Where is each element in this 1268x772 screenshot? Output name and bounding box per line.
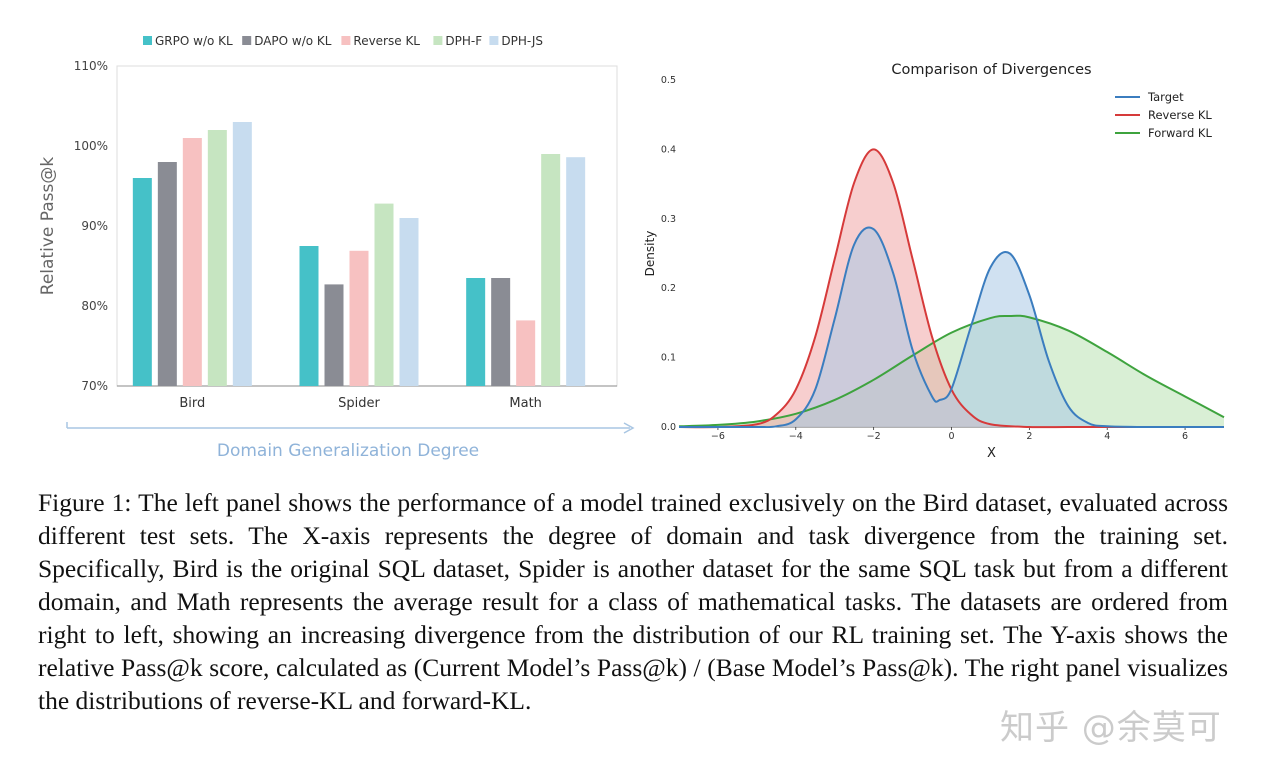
bar [349, 250, 369, 386]
legend-label: DPH-F [445, 34, 482, 48]
bar [374, 203, 394, 386]
bar [541, 154, 561, 386]
x-tick-label: Spider [338, 396, 380, 411]
legend-label: DPH-JS [501, 34, 543, 48]
bar [466, 278, 486, 386]
series-fill-area [679, 149, 1224, 428]
x-tick-label: Math [509, 396, 542, 411]
series-fill-area [679, 315, 1224, 427]
legend-label: DAPO w/o KL [254, 34, 332, 48]
legend-label: Forward KL [1148, 126, 1212, 140]
y-tick-label: 80% [81, 299, 108, 313]
legend-label: GRPO w/o KL [155, 34, 233, 48]
x-axis-label: X [987, 446, 996, 461]
bar [207, 130, 227, 386]
bar [324, 284, 344, 386]
x-tick-label: Bird [179, 396, 205, 411]
y-tick-label: 70% [81, 379, 108, 393]
x-tick-label: 4 [1104, 431, 1110, 442]
legend-swatch [143, 36, 152, 45]
x-tick-label: −2 [867, 431, 881, 442]
bar [299, 246, 319, 386]
y-tick-label: 0.4 [661, 144, 676, 155]
legend-label: Reverse KL [353, 34, 420, 48]
x-tick-label: 6 [1182, 431, 1188, 442]
x-tick-label: 0 [948, 431, 954, 442]
bar [491, 278, 511, 386]
bar [182, 138, 202, 386]
chart-title: Comparison of Divergences [891, 62, 1091, 78]
figure-caption: Figure 1: The left panel shows the perfo… [38, 488, 1228, 715]
legend-swatch [489, 36, 499, 45]
y-tick-label: 0.2 [661, 283, 676, 294]
bar [566, 157, 586, 386]
y-tick-label: 0.3 [661, 214, 676, 225]
bar [399, 218, 419, 386]
y-axis-label: Relative Pass@k [38, 157, 58, 296]
series-line [679, 226, 1224, 429]
bar [157, 162, 177, 386]
watermark-text: 知乎 @余莫可 [1000, 708, 1222, 748]
legend-swatch [242, 36, 252, 45]
direction-arrow-head [623, 422, 635, 434]
legend-label: Reverse KL [1148, 108, 1212, 122]
x-tick-label: −4 [789, 431, 803, 442]
legend-swatch [341, 36, 351, 45]
bar [132, 178, 152, 386]
y-tick-label: 100% [74, 139, 108, 153]
series-line [678, 148, 1224, 429]
bar-chart-relative-pass: 70% 80% 90% 100% 110% Relative Pass@k Bird Spid… [38, 34, 635, 461]
y-tick-label: 0.0 [661, 422, 676, 433]
y-tick-label: 90% [81, 219, 108, 233]
x-axis-label: Domain Generalization Degree [217, 441, 479, 461]
x-tick-label: −6 [711, 431, 725, 442]
bar [516, 320, 536, 386]
legend-label: Target [1147, 90, 1184, 104]
y-axis-label: Density [643, 231, 657, 277]
x-tick-label: 2 [1026, 431, 1032, 442]
y-tick-label: 110% [74, 59, 108, 73]
legend-swatch [433, 36, 443, 45]
bar [232, 122, 252, 386]
y-tick-label: 0.1 [661, 353, 676, 364]
line-chart-divergences: 0.0 0.1 0.2 0.3 0.4 0.5 −6 −4 −2 0 2 4 6 Comparison o… [643, 62, 1225, 461]
y-tick-label: 0.5 [661, 75, 676, 86]
